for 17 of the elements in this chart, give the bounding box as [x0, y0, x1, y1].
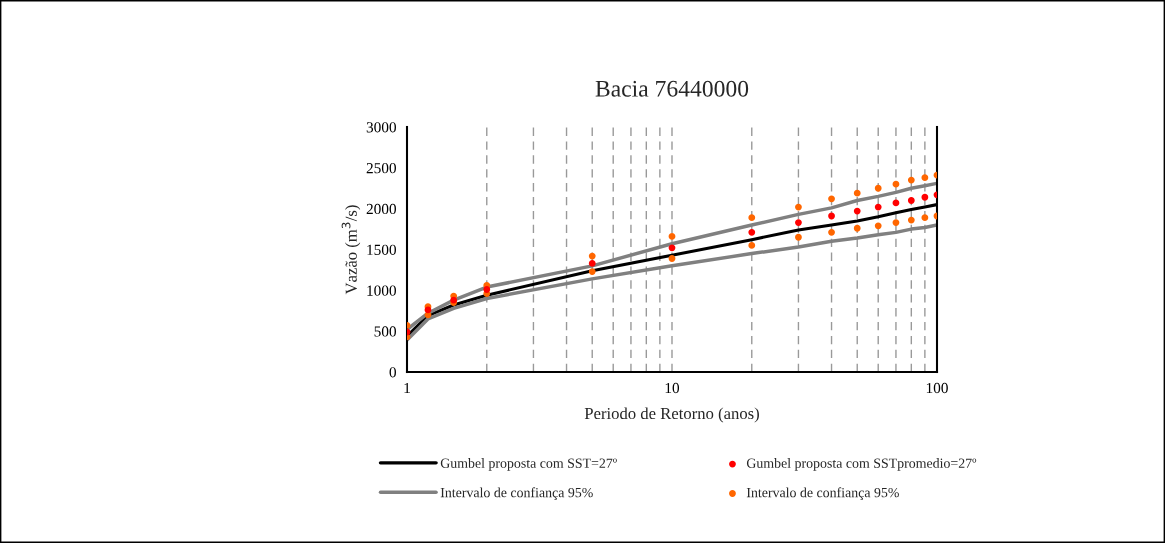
x-axis-title: Periodo de Retorno (anos): [584, 407, 759, 423]
chart-title: Bacia 76440000: [595, 80, 749, 97]
x-tick-label: 10: [665, 382, 680, 394]
y-tick-label: 2500: [366, 162, 396, 174]
legend-label: Intervalo de confiança 95%: [746, 487, 899, 501]
x-tick-label: 100: [926, 382, 948, 394]
y-tick-label: 2000: [366, 203, 396, 215]
legend-label: Gumbel proposta com SSTpromedio=27º: [746, 458, 977, 471]
y-tick-label: 1500: [367, 244, 396, 255]
legend-label: Gumbel proposta com SST=27º: [440, 458, 617, 471]
y-tick-label: 500: [374, 326, 396, 337]
legend-label: Intervalo de confiança 95%: [440, 487, 593, 501]
x-tick-label: 1: [404, 382, 410, 394]
y-tick-label: 3000: [366, 122, 396, 133]
y-tick-label: 1000: [367, 285, 396, 296]
y-tick-label: 0: [389, 367, 396, 378]
y-axis-title: Vazão (m$^{3}$/s): [341, 205, 361, 295]
